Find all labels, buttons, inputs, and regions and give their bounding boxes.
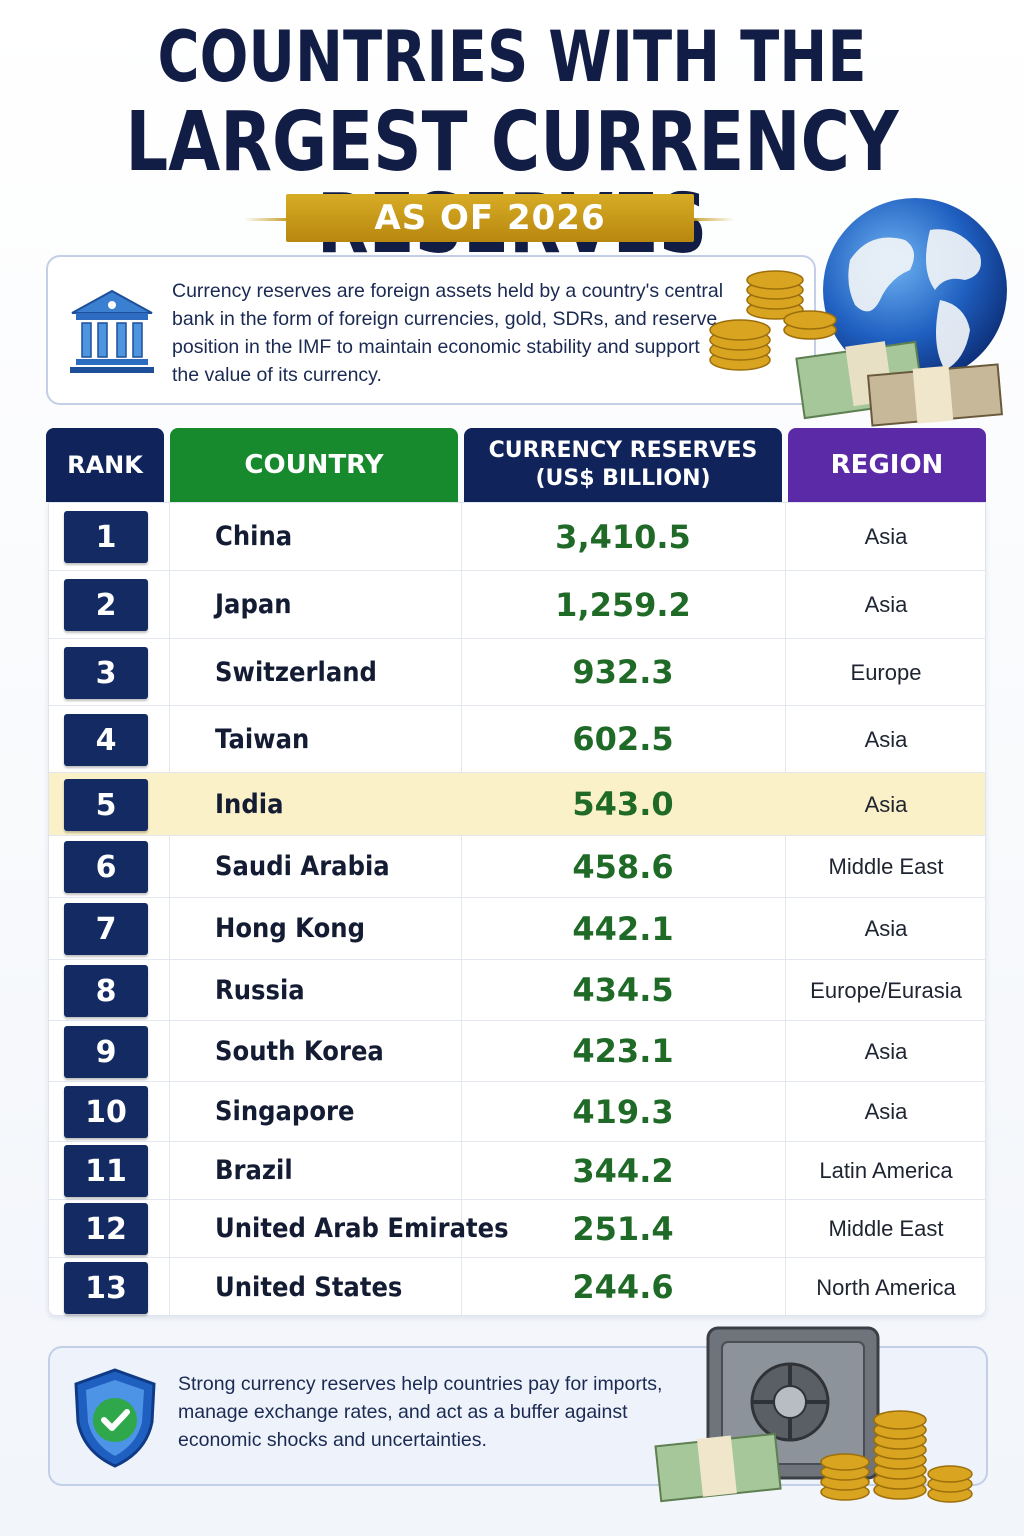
region-name: Asia [864, 792, 908, 817]
country-name: Taiwan [215, 724, 310, 755]
table-row: 1 China 3,410.5 Asia [49, 503, 985, 571]
table-row: 11 Brazil 344.2 Latin America [49, 1142, 985, 1200]
header-rank: RANK [46, 428, 164, 502]
country-name: South Korea [215, 1036, 384, 1067]
rank-badge: 3 [64, 647, 148, 699]
reserve-value: 602.5 [572, 720, 674, 758]
table-row: 6 Saudi Arabia 458.6 Middle East [49, 836, 985, 898]
table-row: 13 United States 244.6 North America [49, 1258, 985, 1317]
country-name: Japan [215, 589, 292, 620]
column-divider [169, 503, 170, 1315]
header-reserves-line2: (US$ BILLION) [535, 466, 711, 491]
country-name: Russia [215, 975, 305, 1006]
table-row: 3 Switzerland 932.3 Europe [49, 639, 985, 706]
bank-icon [70, 289, 154, 373]
table-row: 4 Taiwan 602.5 Asia [49, 706, 985, 773]
header-region: REGION [788, 428, 986, 502]
reserve-value: 458.6 [572, 848, 674, 886]
rank-badge: 12 [64, 1203, 148, 1255]
column-divider [785, 503, 786, 1315]
country-name: Brazil [215, 1155, 293, 1186]
header-reserves-line1: CURRENCY RESERVES [488, 438, 758, 463]
rank-badge: 1 [64, 511, 148, 563]
region-name: Asia [864, 1039, 908, 1064]
country-name: Singapore [215, 1096, 355, 1127]
table-row: 12 United Arab Emirates 251.4 Middle East [49, 1200, 985, 1258]
globe-icon [709, 198, 1007, 427]
region-name: Europe/Eurasia [810, 978, 962, 1003]
country-name: Saudi Arabia [215, 851, 390, 882]
info-box: Currency reserves are foreign assets hel… [46, 255, 816, 405]
reserve-value: 251.4 [572, 1210, 674, 1248]
shield-check-icon [74, 1368, 156, 1468]
header-country: COUNTRY [170, 428, 458, 502]
region-name: Asia [864, 524, 908, 549]
reserve-value: 543.0 [572, 785, 674, 823]
subtitle: AS OF 2026 [286, 194, 694, 242]
subtitle-rule-left [244, 218, 290, 221]
reserve-value: 3,410.5 [555, 518, 691, 556]
reserve-value: 423.1 [572, 1032, 674, 1070]
subtitle-rule-right [688, 218, 734, 221]
table-row: 10 Singapore 419.3 Asia [49, 1082, 985, 1142]
country-name: Switzerland [215, 657, 377, 688]
table-row: 7 Hong Kong 442.1 Asia [49, 898, 985, 960]
rank-badge: 4 [64, 714, 148, 766]
region-name: North America [816, 1275, 956, 1300]
country-name: Hong Kong [215, 913, 365, 944]
region-name: Asia [864, 592, 908, 617]
column-divider [461, 503, 462, 1315]
country-name: United States [215, 1272, 403, 1303]
reserve-value: 932.3 [572, 653, 674, 691]
country-name: United Arab Emirates [215, 1213, 509, 1244]
reserve-value: 1,259.2 [555, 586, 691, 624]
reserve-value: 419.3 [572, 1093, 674, 1131]
country-name: China [215, 521, 293, 552]
footer-text: Strong currency reserves help countries … [178, 1373, 663, 1451]
title-line-1: COUNTRIES WITH THE [157, 16, 867, 98]
rank-badge: 6 [64, 841, 148, 893]
rank-badge: 13 [64, 1262, 148, 1314]
reserve-value: 434.5 [572, 971, 674, 1009]
country-name: India [215, 789, 284, 820]
reserve-value: 344.2 [572, 1152, 674, 1190]
info-text: Currency reserves are foreign assets hel… [172, 280, 724, 386]
region-name: Asia [864, 727, 908, 752]
reserve-value: 442.1 [572, 910, 674, 948]
header-reserves: CURRENCY RESERVES (US$ BILLION) [464, 428, 782, 502]
rank-badge: 8 [64, 965, 148, 1017]
region-name: Europe [850, 660, 922, 685]
rank-badge: 5 [64, 779, 148, 831]
rank-badge: 2 [64, 579, 148, 631]
rank-badge: 7 [64, 903, 148, 955]
rank-badge: 9 [64, 1026, 148, 1078]
rank-badge: 11 [64, 1145, 148, 1197]
reserve-value: 244.6 [572, 1268, 674, 1306]
region-name: Latin America [819, 1158, 953, 1183]
region-name: Middle East [828, 854, 944, 879]
subtitle-banner: AS OF 2026 [244, 194, 734, 242]
table-row: 2 Japan 1,259.2 Asia [49, 571, 985, 639]
table-row: 9 South Korea 423.1 Asia [49, 1021, 985, 1082]
table-row: 8 Russia 434.5 Europe/Eurasia [49, 960, 985, 1021]
rank-badge: 10 [64, 1086, 148, 1138]
region-name: Asia [864, 916, 908, 941]
table-body: 1 China 3,410.5 Asia 2 Japan 1,259.2 Asia 3 Switz… [48, 502, 986, 1317]
region-name: Asia [864, 1099, 908, 1124]
region-name: Middle East [828, 1216, 944, 1241]
safe-icon [654, 1326, 973, 1503]
table-row: 5 India 543.0 Asia [49, 773, 985, 836]
